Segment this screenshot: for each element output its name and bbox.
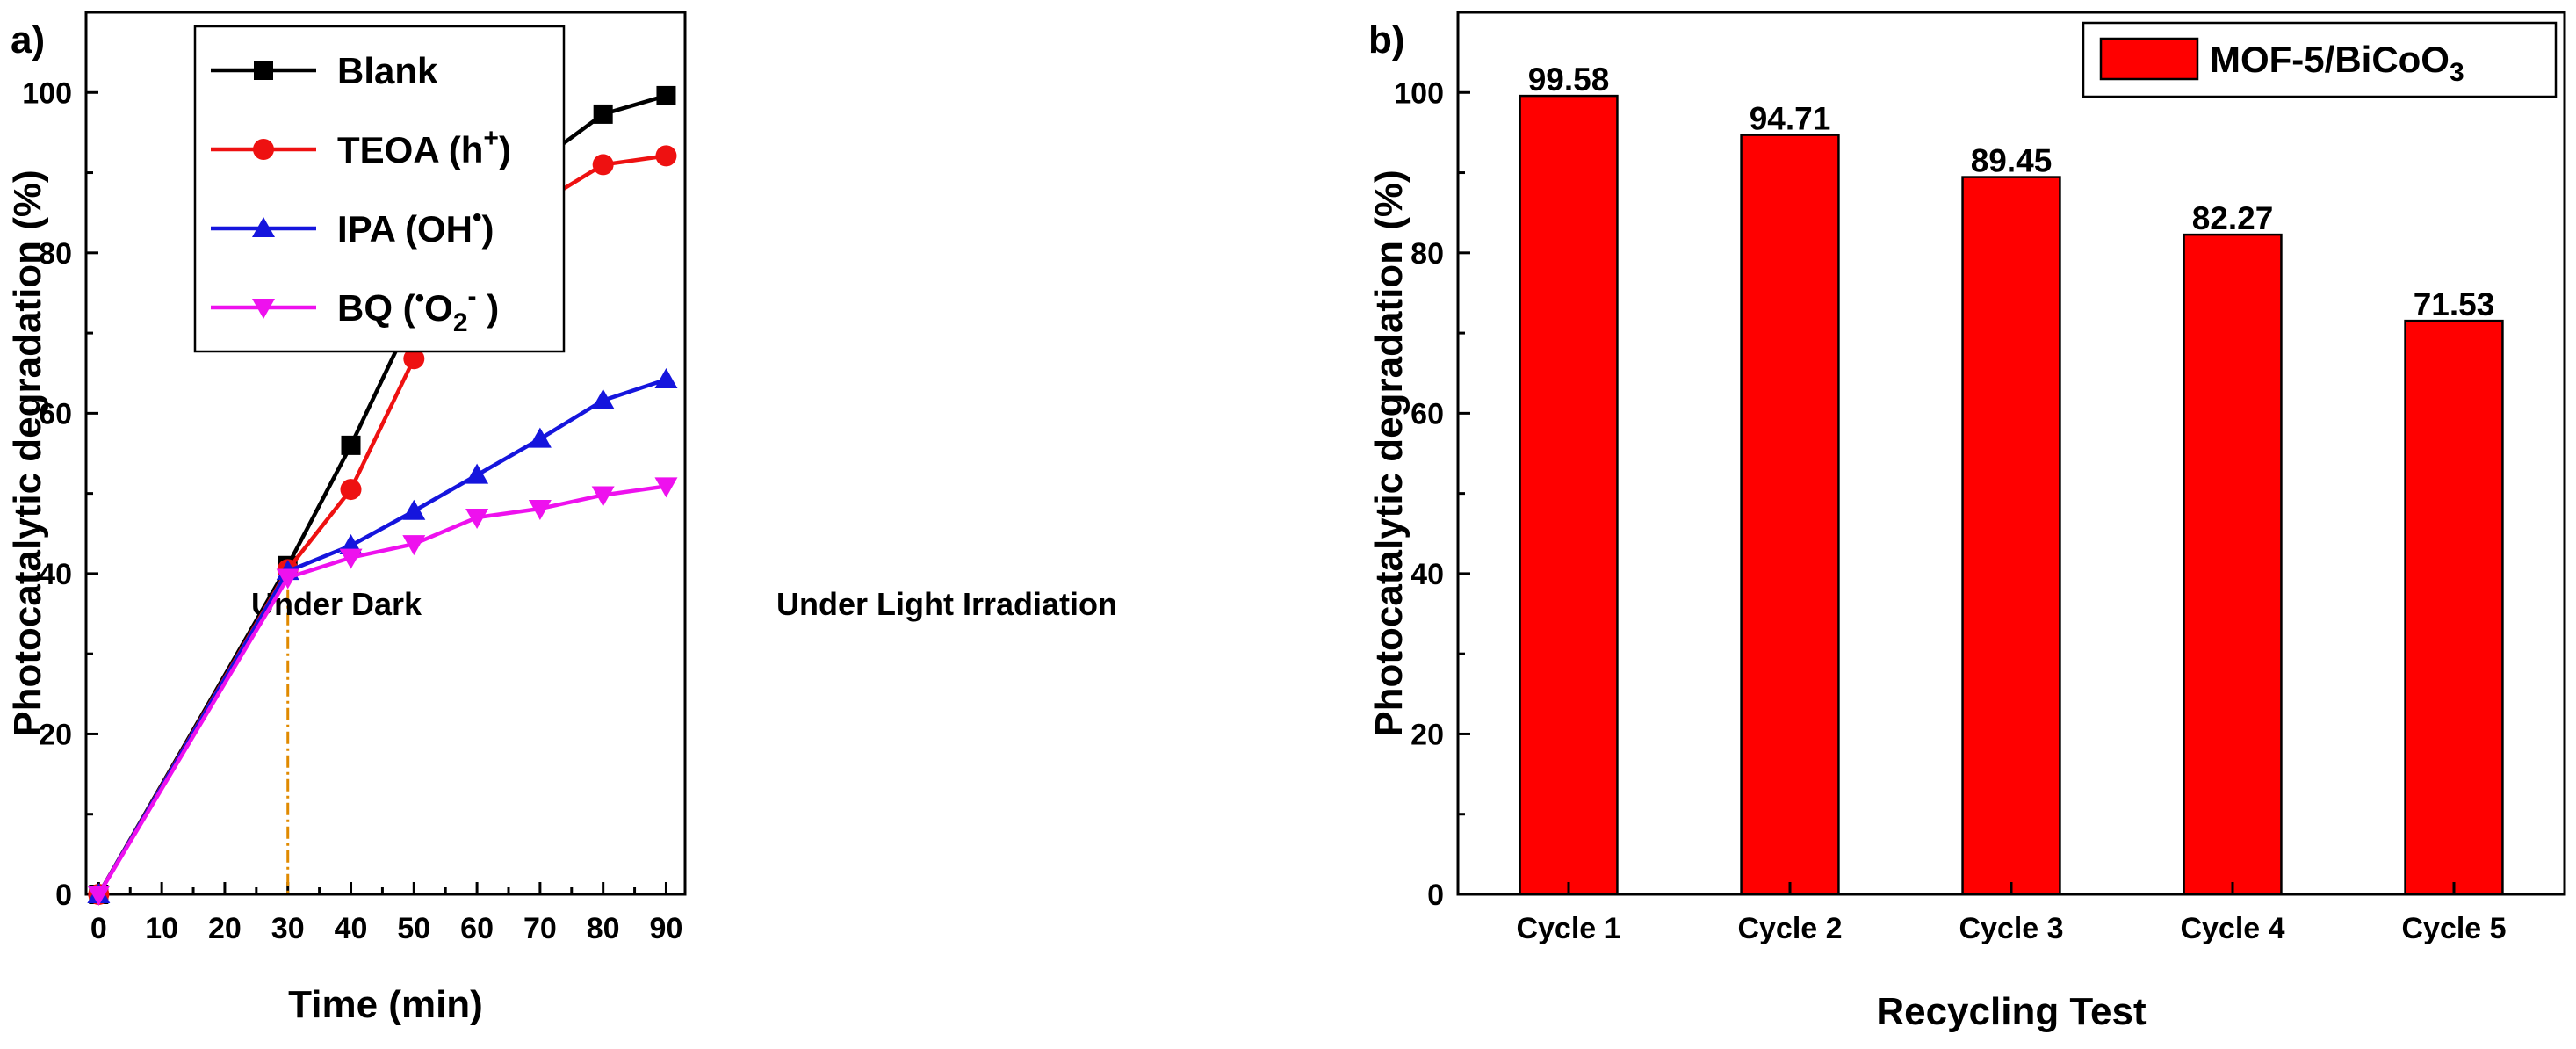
data-point (592, 154, 614, 176)
y-tick-label: 100 (22, 76, 72, 110)
legend-label: IPA (OH•) (337, 203, 494, 250)
legend-marker (252, 217, 275, 237)
panel-b-label: b) (1368, 18, 1405, 61)
legend-marker (253, 139, 274, 160)
x-tick-label: 80 (587, 912, 620, 945)
panel-a-label: a) (11, 18, 45, 61)
data-point (654, 368, 678, 389)
legend-marker (252, 299, 275, 319)
x-axis-title: Recycling Test (1876, 990, 2147, 1033)
x-tick-label: Cycle 4 (2180, 912, 2284, 945)
y-axis-title: Photocatalytic degradation (%) (6, 170, 49, 736)
annotation-under-light: Under Light Irradiation (776, 586, 1117, 622)
x-tick-label: 40 (335, 912, 368, 945)
x-tick-label: Cycle 5 (2401, 912, 2506, 945)
legend-label: MOF-5/BiCoO3 (2210, 39, 2464, 87)
x-tick-label: 0 (90, 912, 107, 945)
y-tick-label: 0 (1427, 879, 1444, 912)
data-point (403, 348, 425, 370)
legend-label: Blank (337, 50, 438, 91)
x-tick-label: Cycle 2 (1737, 912, 1842, 945)
data-point (528, 499, 552, 520)
data-point (465, 509, 489, 530)
legend-box (193, 25, 566, 353)
x-tick-label: Cycle 1 (1516, 912, 1620, 945)
bar-cycle-3 (1961, 176, 2061, 896)
bar-cycle-5 (2404, 319, 2504, 896)
x-tick-label: 90 (650, 912, 683, 945)
y-axis-title: Photocatalytic degradation (%) (1367, 170, 1411, 736)
legend-marker (254, 61, 273, 80)
x-tick-label: 50 (397, 912, 430, 945)
data-point (341, 435, 361, 455)
x-tick-label: 60 (460, 912, 494, 945)
y-tick-label: 40 (1411, 558, 1444, 591)
data-point (340, 479, 362, 501)
data-point (87, 886, 111, 906)
y-tick-label: 20 (1411, 718, 1444, 751)
bar-value-label: 89.45 (1971, 143, 2053, 179)
x-tick-label: 20 (208, 912, 242, 945)
x-tick-label: 30 (271, 912, 305, 945)
data-point (593, 104, 613, 124)
x-tick-label: 10 (145, 912, 178, 945)
panel-b-bar-chart: b) 0 20 40 60 80 100 99.58 Cycle 1 94.71 Cycle 2 8… (1367, 11, 2566, 1033)
panel-a-line-chart: a) 0 20 40 60 80 100 0 10 20 30 40 50 60 70 80 90 Time (… (6, 11, 1117, 1026)
y-tick-label: 40 (39, 558, 72, 591)
data-point (528, 427, 552, 448)
y-tick-label: 100 (1394, 76, 1444, 110)
data-point (402, 535, 426, 556)
x-tick-label: 70 (523, 912, 557, 945)
legend-label: TEOA (h+) (337, 124, 511, 170)
data-point (465, 463, 489, 484)
y-tick-label: 20 (39, 718, 72, 751)
y-tick-label: 0 (55, 879, 72, 912)
x-axis-title: Time (min) (288, 983, 483, 1026)
data-point (591, 486, 615, 507)
bar-value-label: 82.27 (2192, 200, 2274, 236)
legend-swatch (2099, 37, 2199, 81)
y-tick-label: 60 (1411, 397, 1444, 430)
data-point (655, 145, 677, 167)
y-tick-label: 60 (39, 397, 72, 430)
bar-cycle-1 (1519, 94, 1619, 896)
data-point (591, 388, 615, 409)
x-tick-label: Cycle 3 (1959, 912, 2063, 945)
bar-value-label: 99.58 (1528, 61, 1610, 98)
legend-label: BQ (•O2- ) (337, 282, 499, 337)
bar-cycle-4 (2183, 233, 2283, 896)
bar-cycle-2 (1740, 134, 1840, 896)
data-point (339, 548, 363, 569)
data-point (654, 477, 678, 498)
series-line-2 (97, 377, 667, 896)
y-tick-label: 80 (39, 237, 72, 271)
series-line-3 (97, 484, 667, 896)
data-point (276, 568, 299, 590)
data-point (402, 499, 426, 520)
plot-frame (84, 11, 687, 896)
bar-value-label: 94.71 (1750, 101, 1831, 137)
data-point (656, 85, 676, 105)
bar-value-label: 71.53 (2414, 286, 2495, 322)
y-tick-label: 80 (1411, 237, 1444, 271)
